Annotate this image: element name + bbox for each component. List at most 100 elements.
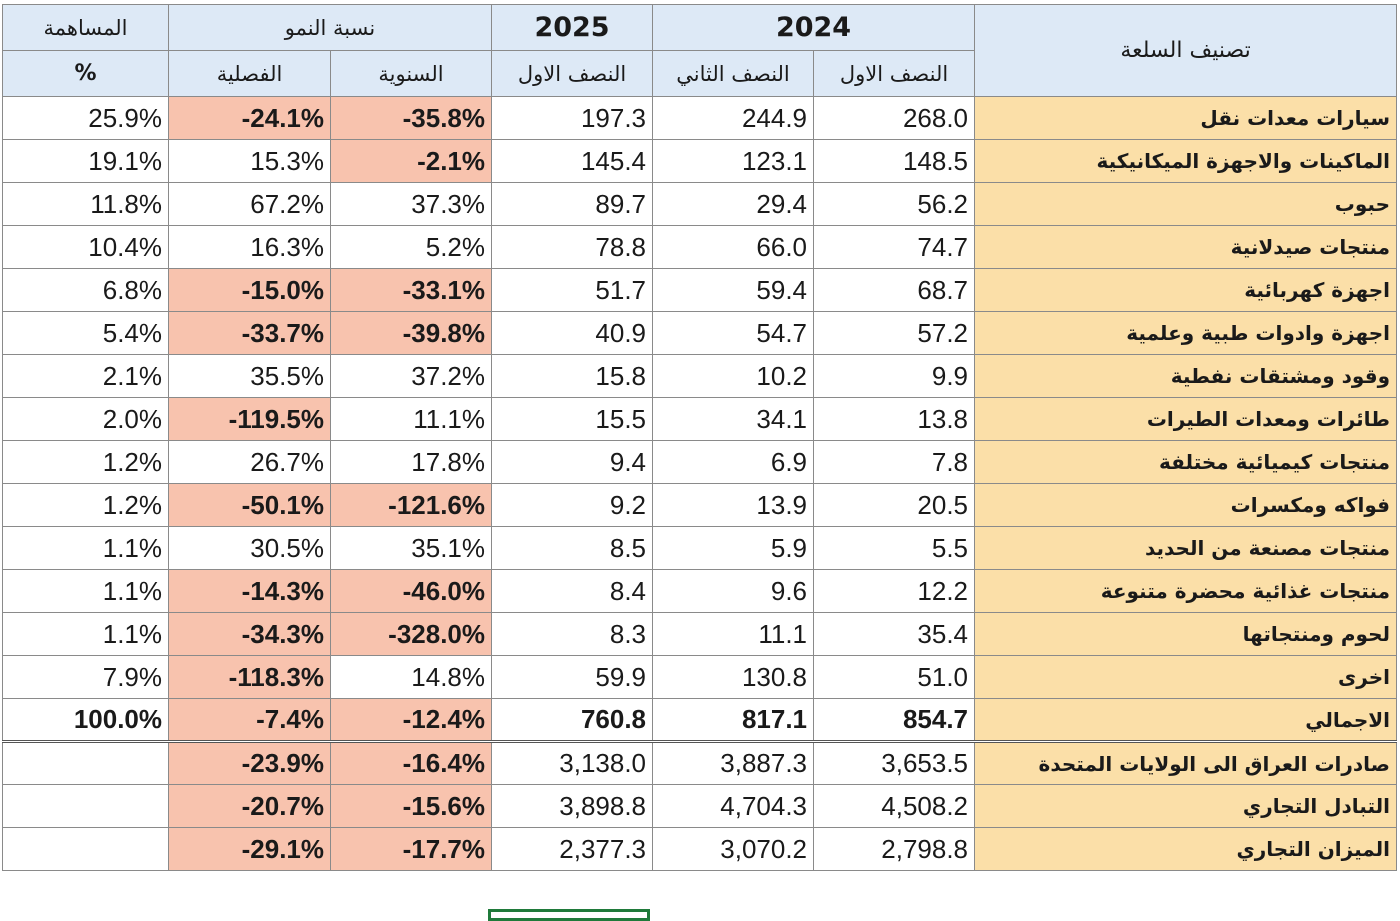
header-h1-2024[interactable]: النصف الاول: [813, 50, 976, 97]
h1-2024-cell[interactable]: 56.2: [813, 182, 976, 226]
annual-cell[interactable]: 35.1%: [329, 526, 493, 570]
category-label-cell[interactable]: صادرات العراق الى الولايات المتحدة: [974, 741, 1398, 785]
annual-cell[interactable]: -39.8%: [329, 311, 493, 355]
h1-2025-cell[interactable]: 15.5: [491, 397, 654, 441]
h2-2024-cell[interactable]: 6.9: [652, 440, 815, 484]
share-cell[interactable]: 7.9%: [2, 655, 169, 699]
h1-2025-cell[interactable]: 8.5: [491, 526, 654, 570]
h2-2024-cell[interactable]: 3,887.3: [652, 741, 815, 785]
annual-cell[interactable]: 5.2%: [329, 225, 493, 269]
annual-cell[interactable]: -16.4%: [329, 741, 493, 785]
h2-2024-cell[interactable]: 34.1: [652, 397, 815, 441]
share-cell[interactable]: 1.2%: [2, 440, 169, 484]
h1-2025-cell[interactable]: 3,898.8: [491, 784, 654, 828]
h1-2025-cell[interactable]: 2,377.3: [491, 827, 654, 871]
h2-2024-cell[interactable]: 3,070.2: [652, 827, 815, 871]
quarterly-cell[interactable]: -33.7%: [168, 311, 331, 355]
h1-2024-cell[interactable]: 5.5: [813, 526, 976, 570]
share-cell[interactable]: 1.1%: [2, 569, 169, 613]
header-percent[interactable]: %: [2, 50, 169, 97]
quarterly-cell[interactable]: 35.5%: [168, 354, 331, 398]
quarterly-cell[interactable]: -118.3%: [168, 655, 331, 699]
quarterly-cell[interactable]: 30.5%: [168, 526, 331, 570]
h1-2024-cell[interactable]: 4,508.2: [813, 784, 976, 828]
h2-2024-cell[interactable]: 9.6: [652, 569, 815, 613]
quarterly-cell[interactable]: 26.7%: [168, 440, 331, 484]
h1-2024-cell[interactable]: 68.7: [813, 268, 976, 312]
annual-cell[interactable]: -17.7%: [329, 827, 493, 871]
header-year-2025[interactable]: 2025: [491, 4, 654, 51]
h2-2024-cell[interactable]: 13.9: [652, 483, 815, 527]
h1-2025-cell[interactable]: 145.4: [491, 139, 654, 183]
h1-2024-cell[interactable]: 148.5: [813, 139, 976, 183]
h1-2025-cell[interactable]: 15.8: [491, 354, 654, 398]
h1-2024-cell[interactable]: 854.7: [813, 698, 976, 743]
annual-cell[interactable]: -33.1%: [329, 268, 493, 312]
header-contribution[interactable]: المساهمة: [2, 4, 169, 51]
quarterly-cell[interactable]: 16.3%: [168, 225, 331, 269]
h2-2024-cell[interactable]: 59.4: [652, 268, 815, 312]
h1-2024-cell[interactable]: 3,653.5: [813, 741, 976, 785]
h2-2024-cell[interactable]: 123.1: [652, 139, 815, 183]
header-growth[interactable]: نسبة النمو: [167, 4, 493, 51]
h1-2025-cell[interactable]: 8.4: [491, 569, 654, 613]
h1-2025-cell[interactable]: 59.9: [491, 655, 654, 699]
header-category[interactable]: تصنيف السلعة: [974, 4, 1398, 97]
h2-2024-cell[interactable]: 66.0: [652, 225, 815, 269]
share-cell[interactable]: [2, 784, 169, 828]
share-cell[interactable]: 1.1%: [2, 526, 169, 570]
h1-2025-cell[interactable]: 78.8: [491, 225, 654, 269]
h2-2024-cell[interactable]: 130.8: [652, 655, 815, 699]
annual-cell[interactable]: -46.0%: [329, 569, 493, 613]
h1-2025-cell[interactable]: 51.7: [491, 268, 654, 312]
h2-2024-cell[interactable]: 817.1: [652, 698, 815, 743]
h2-2024-cell[interactable]: 29.4: [652, 182, 815, 226]
category-label-cell[interactable]: الميزان التجاري: [974, 827, 1398, 871]
category-label-cell[interactable]: الاجمالي: [974, 698, 1398, 743]
annual-cell[interactable]: -121.6%: [329, 483, 493, 527]
h2-2024-cell[interactable]: 10.2: [652, 354, 815, 398]
category-label-cell[interactable]: اخرى: [974, 655, 1398, 699]
header-h2-2024[interactable]: النصف الثاني: [652, 50, 815, 97]
annual-cell[interactable]: -2.1%: [329, 139, 493, 183]
category-label-cell[interactable]: منتجات غذائية محضرة متنوعة: [974, 569, 1398, 613]
h1-2024-cell[interactable]: 20.5: [813, 483, 976, 527]
category-label-cell[interactable]: منتجات كيميائية مختلفة: [974, 440, 1398, 484]
h1-2025-cell[interactable]: 760.8: [491, 698, 654, 743]
header-h1-2025[interactable]: النصف الاول: [491, 50, 654, 97]
category-label-cell[interactable]: التبادل التجاري: [974, 784, 1398, 828]
share-cell[interactable]: [2, 741, 169, 785]
quarterly-cell[interactable]: -23.9%: [168, 741, 331, 785]
quarterly-cell[interactable]: -34.3%: [168, 612, 331, 656]
annual-cell[interactable]: 17.8%: [329, 440, 493, 484]
h1-2025-cell[interactable]: 9.4: [491, 440, 654, 484]
header-quarterly[interactable]: الفصلية: [168, 50, 331, 97]
h1-2024-cell[interactable]: 7.8: [813, 440, 976, 484]
h1-2025-cell[interactable]: 89.7: [491, 182, 654, 226]
quarterly-cell[interactable]: -50.1%: [168, 483, 331, 527]
h1-2024-cell[interactable]: 57.2: [813, 311, 976, 355]
share-cell[interactable]: 1.2%: [2, 483, 169, 527]
category-label-cell[interactable]: اجهزة وادوات طبية وعلمية: [974, 311, 1398, 355]
h1-2025-cell[interactable]: 40.9: [491, 311, 654, 355]
h2-2024-cell[interactable]: 5.9: [652, 526, 815, 570]
quarterly-cell[interactable]: 67.2%: [168, 182, 331, 226]
quarterly-cell[interactable]: -7.4%: [168, 698, 331, 743]
share-cell[interactable]: 6.8%: [2, 268, 169, 312]
h1-2024-cell[interactable]: 268.0: [813, 96, 976, 140]
category-label-cell[interactable]: منتجات مصنعة من الحديد: [974, 526, 1398, 570]
share-cell[interactable]: 2.0%: [2, 397, 169, 441]
category-label-cell[interactable]: اجهزة كهربائية: [974, 268, 1398, 312]
header-year-2024[interactable]: 2024: [652, 4, 976, 51]
quarterly-cell[interactable]: -14.3%: [168, 569, 331, 613]
share-cell[interactable]: 2.1%: [2, 354, 169, 398]
annual-cell[interactable]: 37.3%: [329, 182, 493, 226]
share-cell[interactable]: 5.4%: [2, 311, 169, 355]
category-label-cell[interactable]: سيارات معدات نقل: [974, 96, 1398, 140]
annual-cell[interactable]: -328.0%: [329, 612, 493, 656]
h1-2025-cell[interactable]: 8.3: [491, 612, 654, 656]
h1-2024-cell[interactable]: 51.0: [813, 655, 976, 699]
share-cell[interactable]: [2, 827, 169, 871]
quarterly-cell[interactable]: -20.7%: [168, 784, 331, 828]
quarterly-cell[interactable]: 15.3%: [168, 139, 331, 183]
